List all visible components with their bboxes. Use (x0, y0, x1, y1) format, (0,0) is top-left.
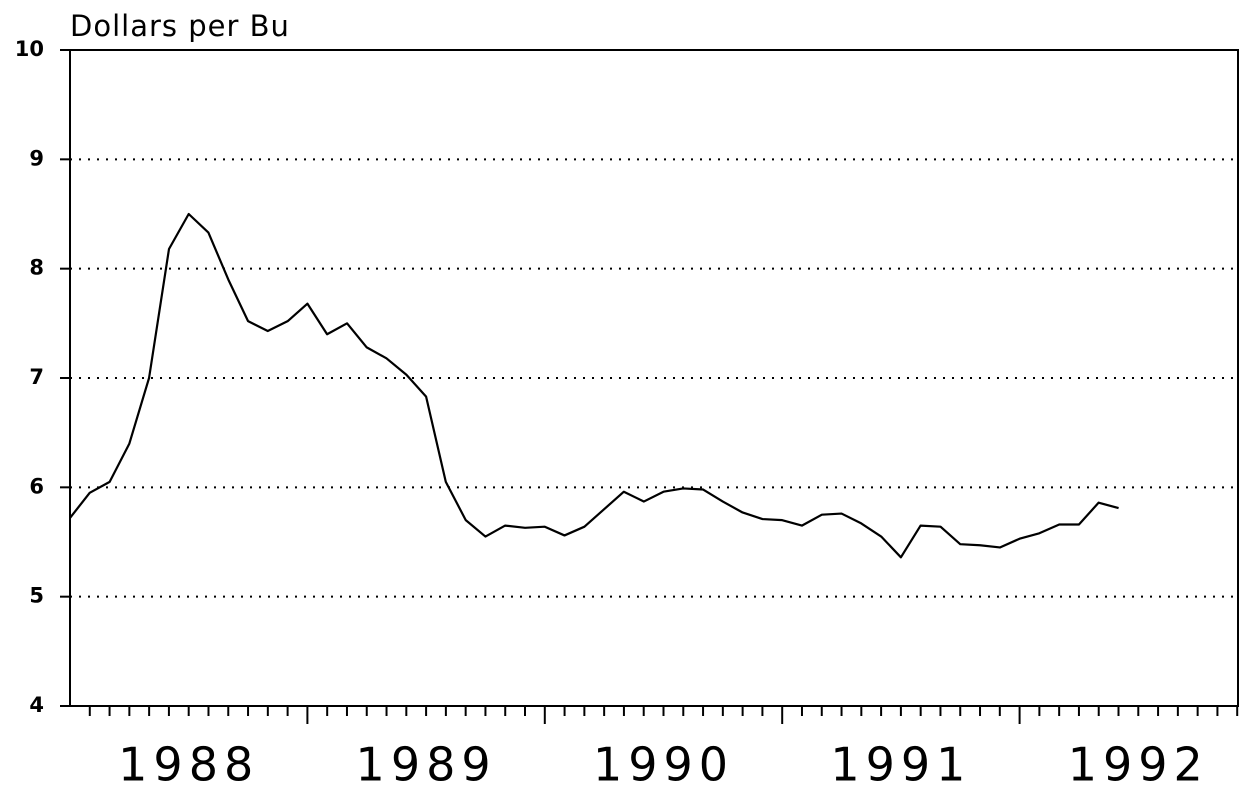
y-tick-label: 5 (29, 584, 44, 608)
y-tick-label: 9 (29, 146, 44, 170)
x-tick-label: 1991 (830, 738, 971, 791)
y-tick-label: 8 (29, 256, 44, 280)
y-tick-label: 7 (29, 365, 44, 389)
y-tick-label: 6 (29, 474, 44, 498)
plot-frame (69, 49, 1239, 707)
line-series (69, 212, 1119, 559)
x-tick-label: 1992 (1068, 738, 1209, 791)
x-tick-label: 1989 (356, 738, 497, 791)
x-tick-label: 1990 (593, 738, 734, 791)
x-tick-label: 1988 (118, 738, 259, 791)
chart-title: Dollars per Bu (70, 9, 290, 43)
y-tick-label: 4 (29, 693, 44, 717)
y-tick-label: 10 (15, 37, 44, 61)
